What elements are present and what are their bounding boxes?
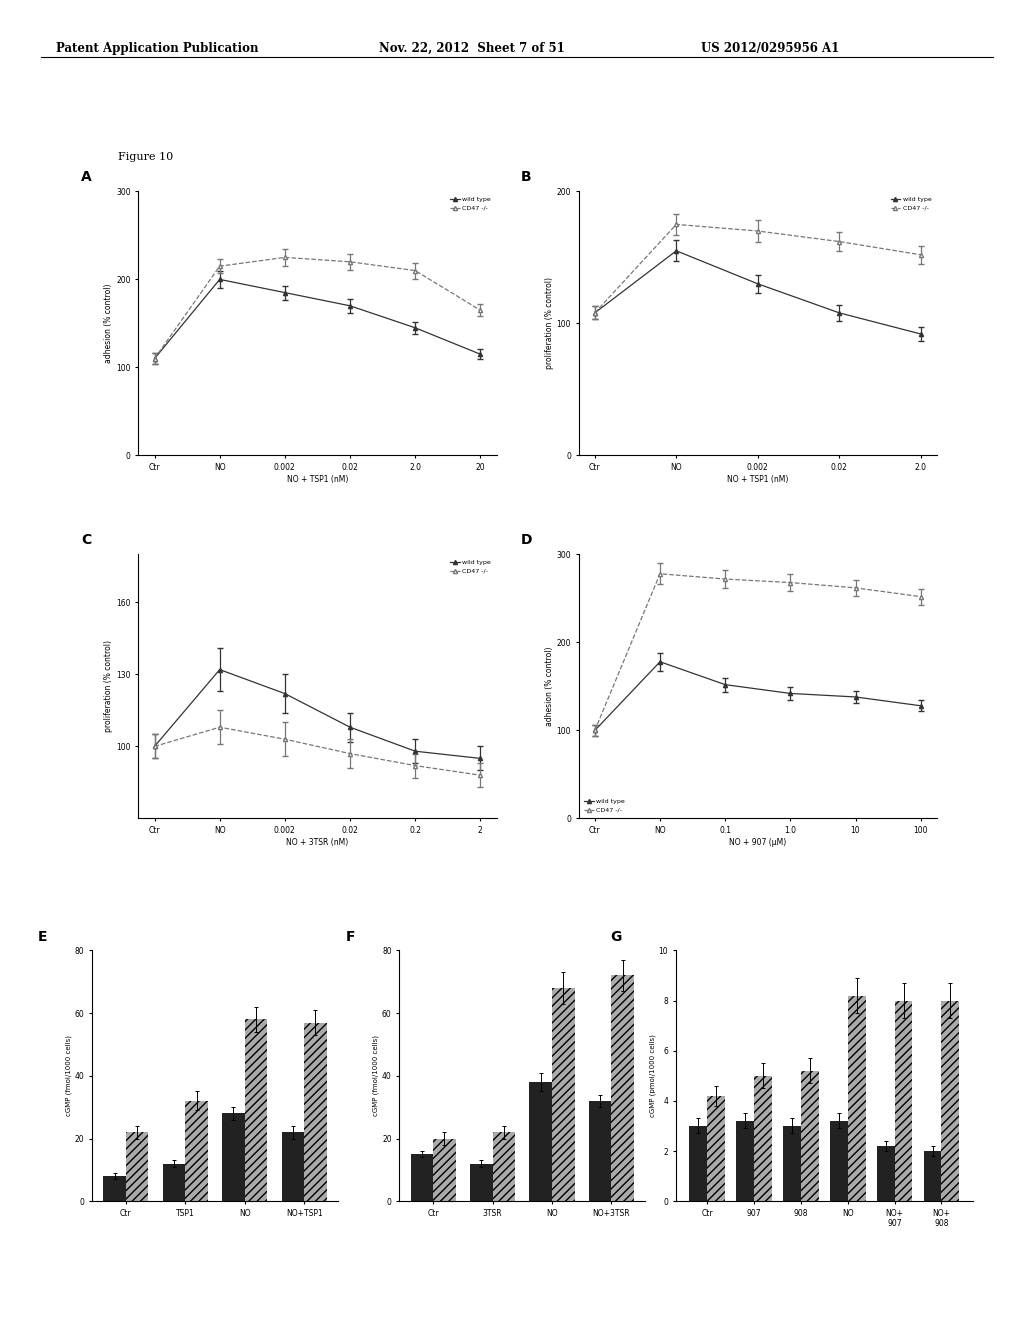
Bar — [689, 1126, 708, 1201]
Text: B: B — [521, 170, 531, 185]
Text: G: G — [610, 931, 622, 944]
Text: C: C — [81, 533, 91, 548]
Bar — [126, 1133, 148, 1201]
Y-axis label: adhesion (% control): adhesion (% control) — [545, 647, 554, 726]
Bar — [708, 1096, 725, 1201]
Bar — [611, 975, 634, 1201]
Text: E: E — [38, 931, 47, 944]
Y-axis label: proliferation (% control): proliferation (% control) — [104, 640, 114, 733]
Bar — [829, 1121, 848, 1201]
X-axis label: NO + TSP1 (nM): NO + TSP1 (nM) — [287, 475, 348, 484]
Bar — [801, 1071, 819, 1201]
Bar — [529, 1082, 552, 1201]
Bar — [552, 987, 574, 1201]
X-axis label: NO + 3TSR (nM): NO + 3TSR (nM) — [287, 838, 348, 847]
Y-axis label: adhesion (% control): adhesion (% control) — [104, 284, 114, 363]
Text: Patent Application Publication: Patent Application Publication — [56, 42, 259, 55]
Text: D: D — [521, 533, 532, 548]
Bar — [103, 1176, 126, 1201]
Bar — [222, 1114, 245, 1201]
Legend: wild type, CD47 -/-: wild type, CD47 -/- — [447, 557, 494, 577]
Text: F: F — [345, 931, 354, 944]
Bar — [924, 1151, 941, 1201]
Text: US 2012/0295956 A1: US 2012/0295956 A1 — [701, 42, 840, 55]
Bar — [736, 1121, 754, 1201]
Y-axis label: proliferation (% control): proliferation (% control) — [545, 277, 554, 370]
Bar — [411, 1154, 433, 1201]
Bar — [783, 1126, 801, 1201]
Bar — [877, 1146, 895, 1201]
Bar — [304, 1023, 327, 1201]
Legend: wild type, CD47 -/-: wild type, CD47 -/- — [447, 194, 494, 214]
Y-axis label: cGMP (fmol/1000 cells): cGMP (fmol/1000 cells) — [66, 1035, 72, 1117]
Y-axis label: cGMP (pmol/1000 cells): cGMP (pmol/1000 cells) — [649, 1035, 655, 1117]
Bar — [493, 1133, 515, 1201]
Bar — [589, 1101, 611, 1201]
Text: A: A — [81, 170, 91, 185]
Text: Figure 10: Figure 10 — [118, 152, 173, 162]
Y-axis label: cGMP (fmol/1000 cells): cGMP (fmol/1000 cells) — [373, 1035, 379, 1117]
Bar — [185, 1101, 208, 1201]
Legend: wild type, CD47 -/-: wild type, CD47 -/- — [888, 194, 934, 214]
Bar — [433, 1138, 456, 1201]
Legend: wild type, CD47 -/-: wild type, CD47 -/- — [582, 796, 628, 816]
Bar — [470, 1164, 493, 1201]
X-axis label: NO + 907 (μM): NO + 907 (μM) — [729, 838, 786, 847]
Bar — [754, 1076, 772, 1201]
Bar — [282, 1133, 304, 1201]
Bar — [895, 1001, 912, 1201]
Bar — [245, 1019, 267, 1201]
Text: Nov. 22, 2012  Sheet 7 of 51: Nov. 22, 2012 Sheet 7 of 51 — [379, 42, 564, 55]
Bar — [941, 1001, 959, 1201]
Bar — [848, 995, 865, 1201]
X-axis label: NO + TSP1 (nM): NO + TSP1 (nM) — [727, 475, 788, 484]
Bar — [163, 1164, 185, 1201]
